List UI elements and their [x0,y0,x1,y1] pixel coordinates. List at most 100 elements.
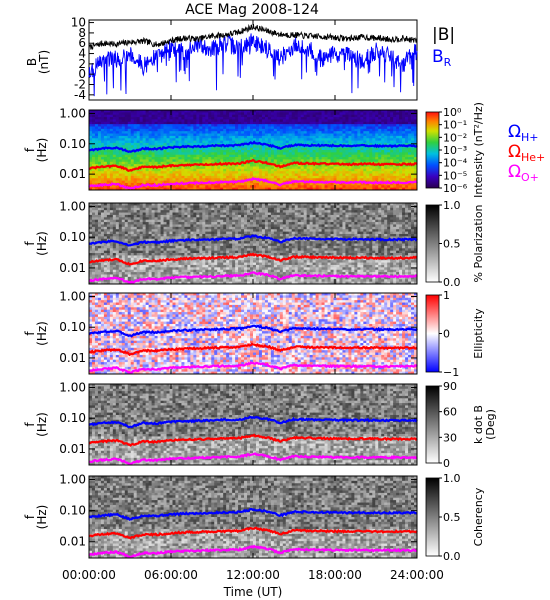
y-tick-label: 6 [78,36,86,50]
colorbar-tick-label: 0.5 [443,511,461,524]
figure-title: ACE Mag 2008-124 [185,2,319,18]
omega-he-line [88,158,418,172]
y-axis-label: f [23,241,37,246]
colorbar-unit: (Deg) [484,409,497,440]
omega-o-line [88,544,418,559]
legend-omega-he: ΩHe+ [508,142,545,164]
colorbar [425,204,440,283]
y-axis-label: f [23,331,37,336]
time-tick-label: 00:00:00 [62,568,116,582]
colorbar-tick-label: 10⁰ [443,106,462,119]
y-axis-unit: (nT) [37,50,51,74]
time-tick-label: 06:00:00 [144,568,198,582]
colorbar-tick-label: 10⁻⁴ [443,157,468,170]
colorbar [425,294,440,373]
omega-he-line [88,433,418,447]
omega-he-line [88,252,418,266]
colorbar-tick-label: 30 [443,431,457,444]
colorbar-tick-label: 0.0 [443,550,461,563]
ellipticity-panel: 1.00 0.10 0.01 f(Hz) 1 0 −1 Ellipticity [23,289,485,379]
colorbar-tick-label: 90 [443,380,457,393]
y-tick-label: 1.00 [59,473,86,487]
y-axis-label: f [23,147,37,152]
y-tick-label: 0.01 [59,535,86,549]
omega-h-line [88,507,418,521]
spectrogram-image [89,110,418,191]
omega-o-line [88,176,418,190]
y-tick-label: 0.10 [59,137,86,151]
y-tick-label: 0.01 [59,261,86,275]
spectrogram-image [89,384,418,466]
colorbar-tick-label: 10⁻³ [443,144,467,157]
y-tick-label: 0.01 [59,351,86,365]
omega-o-line [89,361,418,375]
y-tick-label: -4 [74,88,86,102]
colorbar-tick-label: 1 [443,289,450,302]
colorbar-label: k dot B [472,405,485,444]
colorbar-tick-label: 10⁻⁶ [443,182,468,195]
colorbar-label: Coherency [472,487,485,546]
time-tick-label: 12:00:00 [226,568,280,582]
y-tick-label: 1.00 [59,106,86,120]
y-tick-label: -2 [74,78,86,92]
colorbar-tick-label: 1.0 [443,199,461,212]
y-axis-label: f [23,514,37,519]
colorbar-tick-label: 0 [443,328,450,341]
y-tick-label: 1.00 [59,290,86,304]
y-axis-label: f [23,422,37,427]
colorbar-tick-label: 10⁻² [443,131,467,144]
y-tick-label: 0.01 [59,167,86,181]
colorbar-label: % Polarization [472,205,485,283]
y-axis-unit: (Hz) [35,505,49,530]
time-tick-label: 24:00:00 [390,568,444,582]
br-series-line [88,33,418,97]
colorbar-tick-label: 1.0 [443,472,461,485]
y-tick-label: 0.10 [59,320,86,334]
polarization-panel: 1.00 0.10 0.01 f(Hz) 1.0 0.5 0.0 % Polarization [23,199,485,289]
y-axis-unit: (Hz) [35,412,49,437]
y-tick-label: 0.10 [59,411,86,425]
omega-h-line [88,415,418,429]
colorbar [425,111,440,189]
omega-he-line [88,342,418,357]
y-axis-unit: (Hz) [35,138,49,163]
time-tick-label: 18:00:00 [308,568,362,582]
legend-br-label: BR [432,47,452,69]
y-tick-label: 10 [71,16,86,30]
y-tick-label: 4 [78,47,86,61]
y-tick-label: 1.00 [59,200,86,214]
colorbar-label: Intensity (nT²/Hz) [472,102,485,198]
colorbar [425,385,440,464]
colorbar-tick-label: 0.0 [443,276,461,289]
colorbar-tick-label: −1 [443,366,459,379]
y-axis-label: B [25,58,39,66]
y-tick-label: 0.01 [59,442,86,456]
omega-h-line [88,234,418,247]
omega-h-line [88,140,418,154]
omega-o-line [88,452,418,466]
coherency-panel: 1.00 0.10 0.01 f(Hz) 1.0 0.5 0.0 Coherency [23,472,485,563]
y-tick-label: 0.10 [59,504,86,518]
colorbar-tick-label: 0 [443,457,450,470]
colorbar-tick-label: 60 [443,406,457,419]
y-tick-label: 0.10 [59,230,86,244]
omega-h-line [88,324,418,338]
legend-omega-o: ΩO+ [508,162,539,184]
legend-omega-h: ΩH+ [508,122,539,144]
time-axis-label: Time (UT) [223,585,283,599]
k-dot-b-panel: 1.00 0.10 0.01 f(Hz) 90 60 30 0 k dot B (Deg) [23,380,497,470]
spectrogram-image [89,293,418,375]
btotal-series-line [88,23,418,50]
colorbar-tick-label: 0.5 [443,238,461,251]
omega-o-line [88,271,418,284]
legend-btotal-label: |B| [432,25,455,45]
colorbar-label: Ellipticity [472,308,485,359]
intensity-panel: 1.00 0.10 0.01 f(Hz) 10⁰10⁻¹10⁻²10⁻³10⁻⁴10⁻⁵… [23,102,485,198]
y-tick-label: 8 [78,26,86,40]
omega-he-line [88,526,418,540]
y-axis-unit: (Hz) [35,231,49,256]
y-tick-label: 0 [78,67,86,81]
